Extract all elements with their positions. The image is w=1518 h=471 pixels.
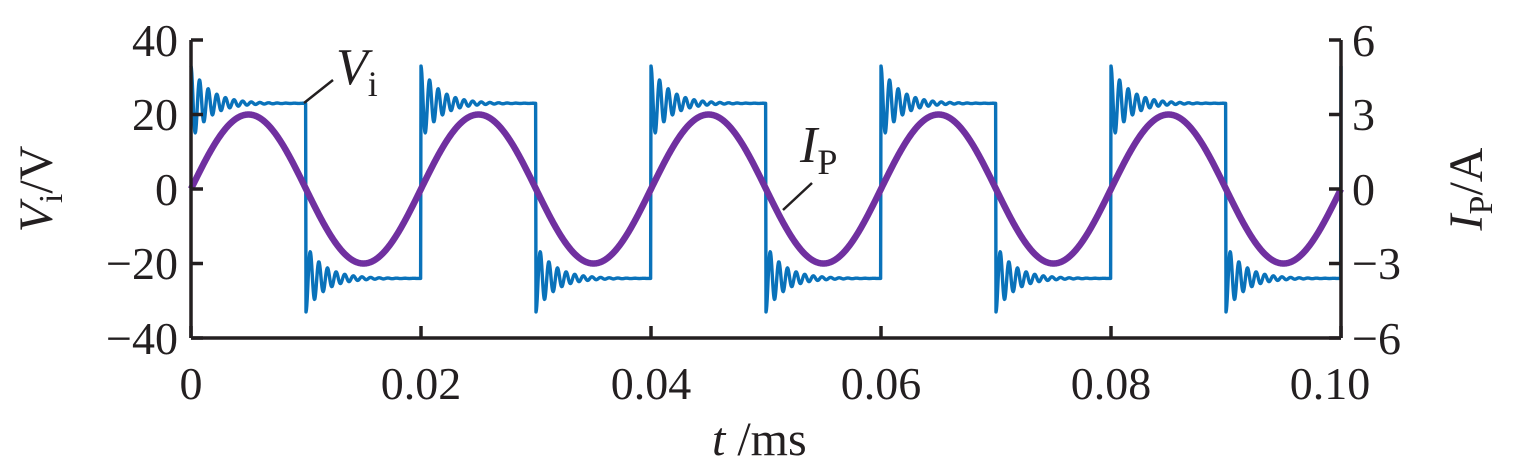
x-tick-labels: 0 0.02 0.04 0.06 0.08 0.10 <box>180 358 1371 409</box>
y-right-tick-label: −3 <box>1352 238 1401 289</box>
y-axis-left-title: Vi/V <box>10 145 70 232</box>
tick-marks <box>189 38 1343 340</box>
x-tick-label: 0.06 <box>841 358 922 409</box>
ip-leader-line <box>782 182 813 211</box>
y-tick-labels-left: 40 20 0 −20 −40 <box>106 15 178 364</box>
y-axis-right-title: IP/A <box>1440 147 1500 231</box>
vi-annotation-subscript: i <box>368 64 378 104</box>
y-left-subscript: i <box>33 194 70 203</box>
x-tick-label: 0.10 <box>1290 358 1371 409</box>
y-tick-labels-right: 6 3 0 −3 −6 <box>1352 15 1401 364</box>
y-right-subscript: P <box>1463 196 1500 215</box>
y-right-tick-label: −6 <box>1352 313 1401 364</box>
x-tick-label: 0.08 <box>1071 358 1152 409</box>
vi-leader-line <box>303 79 334 104</box>
series-line-ip <box>188 111 1344 267</box>
y-left-tick-label: 20 <box>132 89 178 140</box>
ip-annotation: IP <box>799 117 837 182</box>
vi-annotation-symbol: V <box>336 39 373 96</box>
x-tick-label: 0.02 <box>381 358 462 409</box>
y-right-tick-label: 0 <box>1352 164 1375 215</box>
y-left-unit: /V <box>10 145 63 193</box>
y-left-tick-label: 0 <box>155 164 178 215</box>
y-right-symbol: I <box>1440 212 1493 231</box>
y-right-unit: /A <box>1440 147 1493 195</box>
ip-annotation-subscript: P <box>817 142 837 182</box>
series-layer <box>188 64 1344 314</box>
y-right-tick-label: 3 <box>1352 89 1375 140</box>
y-left-tick-label: −20 <box>106 238 178 289</box>
y-left-symbol: V <box>10 198 63 232</box>
x-axis-symbol: t <box>712 413 727 466</box>
ip-annotation-symbol: I <box>799 117 820 174</box>
x-axis-unit: /ms <box>725 413 806 466</box>
x-axis-title: t /ms <box>712 413 807 466</box>
y-left-tick-label: 40 <box>132 15 178 66</box>
x-tick-label: 0.04 <box>611 358 692 409</box>
series-line-vi <box>189 64 1343 314</box>
x-tick-label: 0 <box>180 358 203 409</box>
vi-annotation: Vi <box>336 39 378 104</box>
y-right-tick-label: 6 <box>1352 15 1375 66</box>
y-left-tick-label: −40 <box>106 313 178 364</box>
